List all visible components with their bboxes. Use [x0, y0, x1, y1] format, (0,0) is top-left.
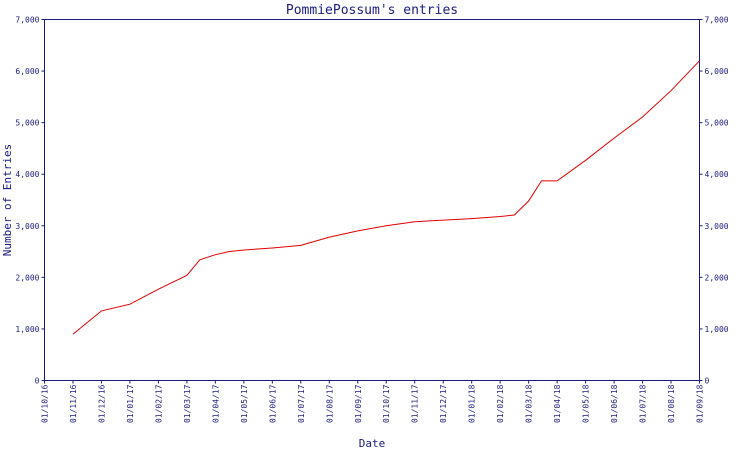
- y-tick-label-right-2: 2,000: [705, 273, 729, 282]
- series-line: [72, 60, 700, 335]
- x-tick-label-14: 01/12/17: [439, 384, 448, 423]
- x-tick-label-10: 01/08/17: [325, 384, 334, 423]
- x-tick-label-11: 01/09/17: [354, 384, 363, 423]
- y-tick-label-right-1: 1,000: [705, 325, 729, 334]
- x-tick-label-16: 01/02/18: [496, 384, 505, 423]
- x-tick-label-8: 01/06/17: [268, 384, 277, 423]
- x-tick-label-1: 01/11/16: [69, 384, 78, 423]
- plot-frame: [44, 19, 700, 381]
- y-tick-label-left-7: 7,000: [15, 16, 39, 25]
- chart-title: PommiePossum's entries: [286, 3, 458, 18]
- x-axis: 01/10/16 01/11/16 01/12/16 01/01/17 01/02/17…: [41, 380, 705, 423]
- x-tick-label-21: 01/07/18: [639, 384, 648, 423]
- y-tick-label-right-6: 6,000: [705, 67, 729, 76]
- x-tick-label-6: 01/04/17: [211, 384, 220, 423]
- y-tick-label-left-6: 6,000: [15, 67, 39, 76]
- y-tick-label-left-2: 2,000: [15, 273, 39, 282]
- y-tick-label-left-1: 1,000: [15, 325, 39, 334]
- x-tick-label-23: 01/09/18: [696, 384, 705, 423]
- y-tick-label-left-3: 3,000: [15, 222, 39, 231]
- y-tick-label-right-4: 4,000: [705, 170, 729, 179]
- x-tick-label-15: 01/01/18: [468, 384, 477, 423]
- y-tick-label-left-5: 5,000: [15, 119, 39, 128]
- y-tick-label-right-5: 5,000: [705, 119, 729, 128]
- y-tick-label-right-7: 7,000: [705, 16, 729, 25]
- x-tick-label-0: 01/10/16: [41, 384, 50, 423]
- x-tick-label-12: 01/10/17: [382, 384, 391, 423]
- y-tick-label-left-4: 4,000: [15, 170, 39, 179]
- x-tick-label-18: 01/04/18: [553, 384, 562, 423]
- x-tick-label-4: 01/02/17: [154, 384, 163, 423]
- x-tick-label-13: 01/11/17: [411, 384, 420, 423]
- x-axis-label: Date: [359, 437, 386, 450]
- x-tick-label-17: 01/03/18: [525, 384, 534, 423]
- y-tick-label-left-0: 0: [35, 377, 40, 386]
- x-tick-label-5: 01/03/17: [183, 384, 192, 423]
- x-tick-label-2: 01/12/16: [97, 384, 106, 423]
- x-tick-label-20: 01/06/18: [610, 384, 619, 423]
- y-tick-label-right-3: 3,000: [705, 222, 729, 231]
- x-tick-label-19: 01/05/18: [582, 384, 591, 423]
- y-tick-label-right-0: 0: [705, 377, 710, 386]
- y-axis-left: 0 1,000 2,000 3,000 4,000 5,000 6,000 7,000: [15, 16, 45, 386]
- y-axis-label: Number of Entries: [1, 144, 14, 257]
- x-tick-label-22: 01/08/18: [667, 384, 676, 423]
- x-tick-label-9: 01/07/17: [297, 384, 306, 423]
- x-tick-label-3: 01/01/17: [126, 384, 135, 423]
- x-tick-label-7: 01/05/17: [240, 384, 249, 423]
- y-axis-right: 0 1,000 2,000 3,000 4,000 5,000 6,000 7,000: [699, 16, 729, 386]
